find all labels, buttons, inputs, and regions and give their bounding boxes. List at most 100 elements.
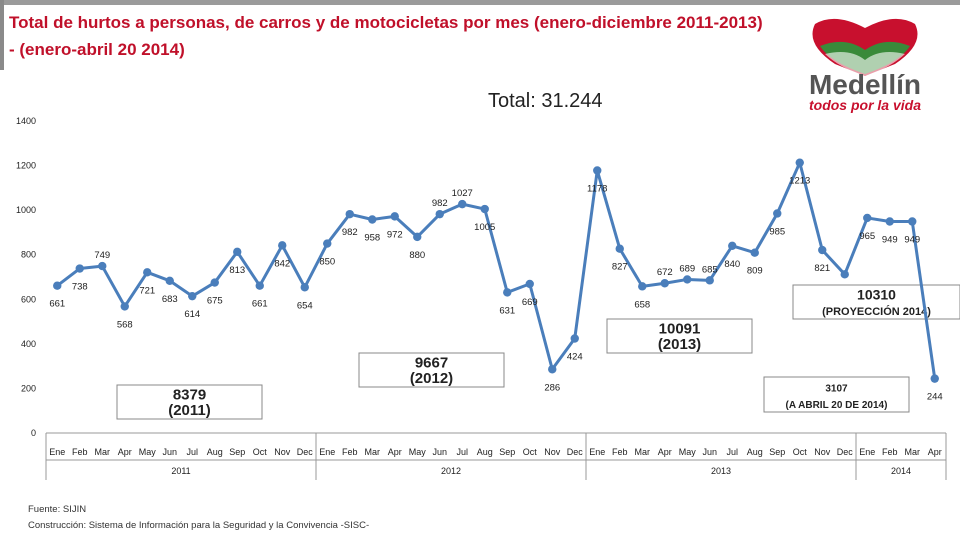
data-label: 821 bbox=[814, 263, 830, 274]
month-label: Feb bbox=[72, 447, 88, 457]
data-point bbox=[368, 215, 377, 224]
y-tick-label: 400 bbox=[21, 339, 36, 349]
month-label: Nov bbox=[274, 447, 291, 457]
data-label: 982 bbox=[342, 227, 358, 238]
data-label: 985 bbox=[769, 226, 785, 237]
source-note: Fuente: SIJIN bbox=[28, 504, 87, 515]
data-label: 827 bbox=[612, 262, 628, 273]
data-point bbox=[345, 209, 354, 219]
data-point bbox=[98, 261, 107, 271]
month-label: Mar bbox=[365, 447, 381, 457]
data-point bbox=[458, 199, 467, 209]
data-label: 840 bbox=[724, 259, 740, 270]
data-point bbox=[615, 244, 624, 253]
data-point bbox=[638, 282, 647, 291]
box-2014-proj-caption: (PROYECCIÓN 2014) bbox=[822, 305, 931, 318]
data-label: 738 bbox=[72, 282, 88, 293]
data-label: 286 bbox=[544, 382, 560, 393]
data-point bbox=[930, 374, 939, 383]
data-label: 958 bbox=[364, 233, 380, 244]
data-label: 672 bbox=[657, 267, 673, 278]
month-label: May bbox=[679, 447, 697, 457]
logo-heart-icon: Medellín todos por la vida bbox=[809, 18, 921, 113]
data-point bbox=[143, 268, 152, 277]
data-label: 842 bbox=[274, 258, 290, 269]
data-point bbox=[435, 209, 444, 219]
month-label: Ene bbox=[859, 447, 875, 457]
month-label: Ene bbox=[49, 447, 65, 457]
data-point bbox=[480, 204, 489, 214]
data-label: 813 bbox=[229, 265, 245, 276]
data-point bbox=[908, 217, 917, 226]
month-label: Sep bbox=[769, 447, 785, 457]
box-2014-real-caption: (A ABRIL 20 DE 2014) bbox=[786, 400, 888, 411]
month-label: Apr bbox=[388, 447, 402, 457]
month-label: Oct bbox=[253, 447, 268, 457]
y-tick-label: 1200 bbox=[16, 161, 36, 171]
month-label: May bbox=[409, 447, 427, 457]
data-point bbox=[503, 288, 512, 297]
data-label: 689 bbox=[679, 263, 695, 274]
month-label: Aug bbox=[477, 447, 493, 457]
data-point bbox=[300, 283, 309, 292]
box-2014-real bbox=[763, 376, 910, 413]
month-label: Feb bbox=[612, 447, 628, 457]
data-label: 1027 bbox=[452, 188, 473, 199]
data-point bbox=[233, 247, 242, 257]
data-label: 982 bbox=[432, 198, 448, 209]
data-label: 654 bbox=[297, 300, 313, 311]
data-point bbox=[323, 239, 332, 248]
data-point bbox=[165, 276, 174, 285]
data-point bbox=[390, 212, 399, 221]
box-2014-proj bbox=[792, 284, 960, 320]
box-2012-caption: (2012) bbox=[410, 370, 453, 387]
month-label: Mar bbox=[635, 447, 651, 457]
y-tick-label: 600 bbox=[21, 294, 36, 304]
data-label: 1005 bbox=[474, 222, 495, 233]
month-label: Feb bbox=[882, 447, 898, 457]
data-point bbox=[683, 275, 692, 284]
chart-title: Total de hurtos a personas, de carros y … bbox=[9, 13, 763, 59]
data-point bbox=[413, 232, 422, 242]
data-label: 675 bbox=[207, 296, 223, 307]
data-label: 661 bbox=[252, 299, 268, 310]
month-label: Dec bbox=[837, 447, 854, 457]
data-point bbox=[863, 213, 872, 223]
month-label: Dec bbox=[297, 447, 314, 457]
data-label: 683 bbox=[162, 294, 178, 305]
total-label: Total: 31.244 bbox=[488, 90, 603, 112]
month-label: Feb bbox=[342, 447, 358, 457]
month-label: Jun bbox=[702, 447, 717, 457]
data-label: 685 bbox=[702, 264, 718, 275]
month-label: Apr bbox=[928, 447, 942, 457]
data-point bbox=[278, 241, 287, 250]
month-label: Sep bbox=[499, 447, 515, 457]
data-point bbox=[188, 291, 197, 301]
data-point bbox=[548, 365, 557, 374]
month-label: Jun bbox=[432, 447, 447, 457]
top-border bbox=[0, 0, 960, 5]
year-label: 2013 bbox=[711, 466, 731, 476]
medellin-logo: Medellín todos por la vida bbox=[775, 14, 955, 114]
data-label: 631 bbox=[499, 305, 515, 316]
series-line bbox=[56, 161, 937, 379]
data-label: 244 bbox=[927, 392, 943, 403]
data-point bbox=[885, 217, 894, 226]
month-label: Mar bbox=[95, 447, 111, 457]
month-label: Jul bbox=[726, 447, 738, 457]
data-point bbox=[750, 248, 759, 257]
data-label: 1213 bbox=[789, 176, 810, 187]
box-2013-value: 10091 bbox=[659, 320, 701, 337]
data-label: 809 bbox=[747, 266, 763, 277]
data-label: 850 bbox=[319, 257, 335, 268]
data-point bbox=[660, 279, 669, 288]
data-point bbox=[840, 270, 849, 279]
box-2011-value: 8379 bbox=[173, 386, 206, 403]
data-point bbox=[75, 264, 84, 273]
data-point bbox=[593, 166, 602, 175]
year-label: 2014 bbox=[891, 466, 911, 476]
month-label: Apr bbox=[658, 447, 672, 457]
month-label: Aug bbox=[207, 447, 223, 457]
y-tick-label: 0 bbox=[31, 428, 36, 438]
logo-tagline: todos por la vida bbox=[809, 97, 921, 113]
